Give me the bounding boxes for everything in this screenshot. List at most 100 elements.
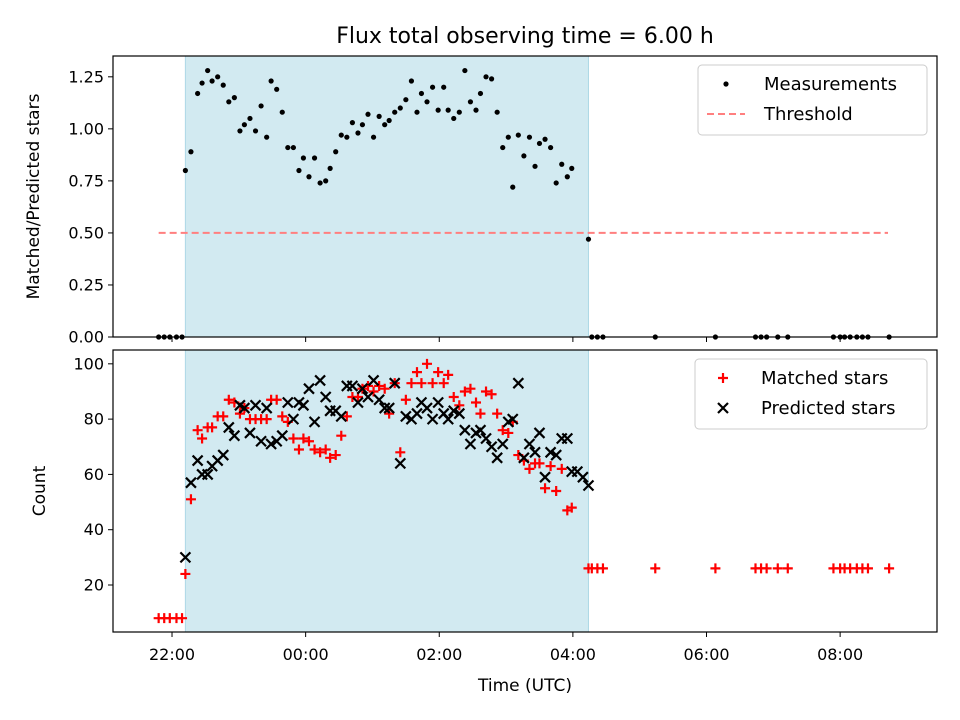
predicted-stars-point (529, 446, 541, 459)
matched-stars-point (315, 447, 326, 458)
legend-label: Measurements (764, 74, 897, 95)
measurement-point (532, 163, 538, 169)
measurement-point (542, 136, 548, 142)
matched-stars-point (197, 433, 208, 444)
measurement-point (252, 128, 259, 134)
matched-stars-point (650, 563, 661, 574)
matched-stars-point (471, 397, 482, 408)
predicted-stars-point (400, 410, 412, 423)
matched-stars-point (551, 486, 562, 496)
y-tick-label: 0.75 (68, 171, 104, 190)
predicted-stars-point (506, 413, 519, 425)
matched-stars-point (303, 436, 314, 447)
x-tick-label: 08:00 (817, 645, 863, 664)
predicted-stars-point (447, 405, 460, 417)
measurement-point (569, 165, 575, 171)
matched-stars-point (180, 568, 191, 579)
matched-stars-point (261, 414, 272, 425)
x-tick-label: 22:00 (149, 645, 195, 664)
matched-stars-point (406, 378, 417, 389)
predicted-stars-point (179, 551, 192, 564)
measurement-point (199, 80, 205, 86)
predicted-stars-point (442, 413, 454, 425)
y-tick-label: 100 (73, 354, 104, 373)
matched-stars-point (207, 422, 218, 433)
predicted-stars-point (314, 374, 326, 387)
predicted-stars-point (373, 393, 385, 406)
predicted-stars-point (426, 413, 439, 425)
measurement-point (349, 120, 356, 126)
measurement-point (344, 134, 350, 140)
matched-stars-point (277, 411, 288, 422)
measurement-point (441, 84, 447, 90)
measurement-point (559, 161, 565, 167)
predicted-stars-point (544, 446, 557, 459)
ratio-y-axis-label: Matched/Predicted stars (24, 93, 44, 299)
predicted-stars-point (282, 396, 294, 409)
matched-stars-point (427, 378, 438, 389)
predicted-stars-point (496, 438, 509, 450)
ratio-axes-frame (112, 55, 938, 338)
measurement-point (414, 109, 420, 115)
y-tick-label: 1.25 (68, 67, 104, 86)
predicted-stars-point (191, 454, 204, 467)
measurement-point (268, 78, 274, 84)
matched-stars-point (185, 494, 196, 505)
measurement-point (370, 134, 377, 140)
measurement-point (397, 105, 403, 111)
predicted-stars-point (388, 377, 401, 389)
predicted-stars-point (394, 457, 407, 470)
predicted-stars-point (367, 374, 380, 387)
matched-stars-point (497, 425, 508, 436)
predicted-stars-point (238, 402, 251, 414)
measurement-point (338, 132, 344, 138)
predicted-stars-point (185, 476, 197, 489)
legend-box (697, 64, 928, 136)
matched-stars-point (540, 483, 551, 494)
observing-window-shade (184, 349, 589, 633)
matched-stars-point (443, 369, 454, 380)
x-tick-label: 00:00 (283, 645, 329, 664)
matched-stars-point (486, 389, 497, 400)
measurement-point (317, 180, 323, 186)
matched-stars-point (374, 380, 385, 391)
measurement-point (521, 153, 527, 159)
measurement-point (306, 174, 312, 180)
measurement-point (408, 78, 415, 84)
predicted-stars-point (308, 416, 321, 428)
counts-x-ticks: 22:00 00:00 02:00 04:00 06:00 08:00 (149, 632, 863, 664)
y-tick-label: 0.50 (68, 223, 104, 242)
measurement-point (386, 117, 392, 124)
measurement-point (429, 84, 436, 90)
measurement-point (418, 90, 425, 97)
measurement-point (585, 236, 592, 242)
matched-stars-point (710, 563, 721, 574)
measurement-point (182, 167, 188, 174)
predicted-stars-point (411, 407, 423, 420)
predicted-stars-point (249, 399, 262, 412)
matched-stars-point (325, 452, 336, 463)
matched-stars-point (293, 444, 304, 455)
predicted-stars-point (550, 449, 562, 461)
predicted-stars-point (319, 391, 332, 403)
predicted-stars-point (228, 429, 241, 442)
matched-stars-point (223, 394, 234, 405)
x-axis-label: Time (UTC) (477, 676, 572, 696)
predicted-stars-point (244, 427, 256, 439)
x-tick-label: 06:00 (683, 645, 729, 664)
predicted-stars-point (287, 413, 300, 425)
matched-stars-point (298, 433, 309, 444)
matched-stars-point (534, 458, 545, 469)
measurement-point (548, 144, 554, 151)
matched-stars-point (884, 563, 895, 574)
observing-window-shade (184, 55, 589, 338)
measurement-point (473, 107, 479, 113)
predicted-stars-point (485, 440, 498, 453)
matched-stars-point (503, 427, 514, 438)
matched-stars-point (761, 563, 772, 574)
matched-stars-point (271, 394, 282, 405)
counts-panel: 20 40 60 80 100 22:00 00:00 02:00 04:00 06:00 08:… (30, 349, 938, 664)
measurement-point (424, 99, 430, 105)
matched-stars-point (368, 386, 379, 397)
predicted-stars-point (539, 471, 551, 483)
